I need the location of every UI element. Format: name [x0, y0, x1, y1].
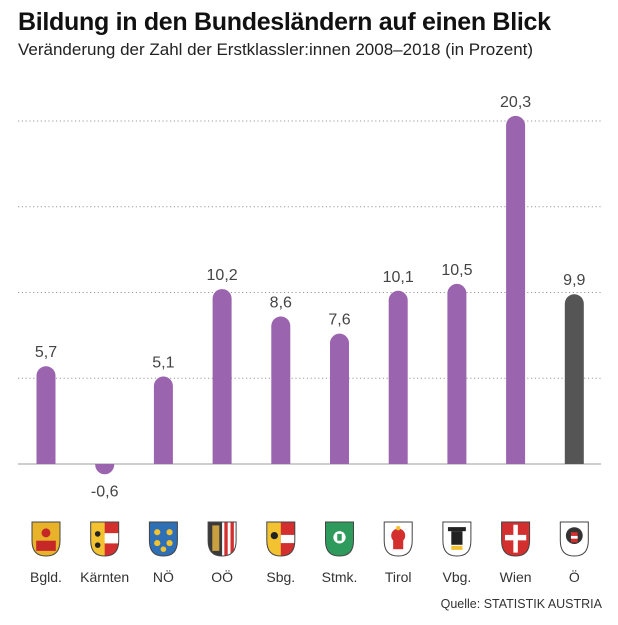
bars	[36, 115, 584, 475]
steiermark-coat-of-arms-icon	[325, 521, 354, 557]
category-label-nö: NÖ	[153, 568, 174, 585]
gridlines	[18, 120, 601, 465]
category-label-bgld: Bgld.	[30, 569, 62, 585]
chart-subtitle: Veränderung der Zahl der Erstklassler:in…	[18, 40, 534, 59]
bar-sbg	[271, 316, 291, 464]
vorarlberg-coat-of-arms-icon	[442, 521, 472, 557]
value-label-vbg: 10,5	[441, 262, 472, 279]
bar-ö	[564, 294, 584, 464]
bar-vbg	[447, 283, 467, 464]
category-label-wien: Wien	[500, 569, 532, 585]
value-label-ö: 9,9	[563, 272, 585, 289]
bar-stmk	[330, 333, 349, 464]
burgenland-coat-of-arms-icon	[31, 521, 61, 557]
source-note: Quelle: STATISTIK AUSTRIA	[440, 597, 602, 611]
kaernten-coat-of-arms-icon	[90, 521, 120, 557]
bar-oö	[212, 289, 232, 464]
category-label-stmk: Stmk.	[322, 569, 358, 585]
value-label-bgld: 5,7	[35, 344, 57, 361]
bar-bgld	[36, 366, 56, 464]
category-label-sbg: Sbg.	[266, 569, 295, 585]
value-labels: 5,7 -0,6 5,1 10,2 8,6 7,6 10,1 10,5 20,3 9,9	[35, 94, 586, 500]
wien-coat-of-arms-icon	[501, 521, 531, 557]
category-label-vbg: Vbg.	[442, 569, 471, 585]
oesterreich-coat-of-arms-icon	[559, 521, 589, 557]
oberoesterreich-coat-of-arms-icon	[207, 521, 237, 557]
bar-tirol	[388, 290, 408, 464]
category-label-tirol: Tirol	[385, 569, 412, 585]
bar-kärnten	[95, 464, 115, 475]
value-label-stmk: 7,6	[328, 312, 350, 329]
value-label-wien: 20,3	[500, 94, 531, 111]
value-label-oö: 10,2	[207, 267, 238, 284]
value-label-kärnten: -0,6	[91, 483, 119, 500]
category-labels: Bgld. Kärnten NÖ OÖ Sbg. Stmk. Tirol Vbg. Wien Ö	[30, 568, 580, 585]
category-label-ö: Ö	[569, 568, 580, 585]
bar-nö	[153, 376, 173, 464]
tirol-coat-of-arms-icon	[383, 521, 413, 557]
bar-wien	[506, 115, 526, 464]
value-label-tirol: 10,1	[383, 269, 414, 286]
niederoesterreich-coat-of-arms-icon	[148, 521, 178, 557]
coat-of-arms-row	[31, 521, 589, 557]
category-label-oö: OÖ	[211, 568, 233, 585]
value-label-nö: 5,1	[152, 355, 174, 372]
chart-title: Bildung in den Bundesländern auf einen B…	[18, 8, 551, 36]
category-label-kärnten: Kärnten	[80, 569, 129, 585]
value-label-sbg: 8,6	[270, 295, 292, 312]
salzburg-coat-of-arms-icon	[266, 521, 296, 557]
